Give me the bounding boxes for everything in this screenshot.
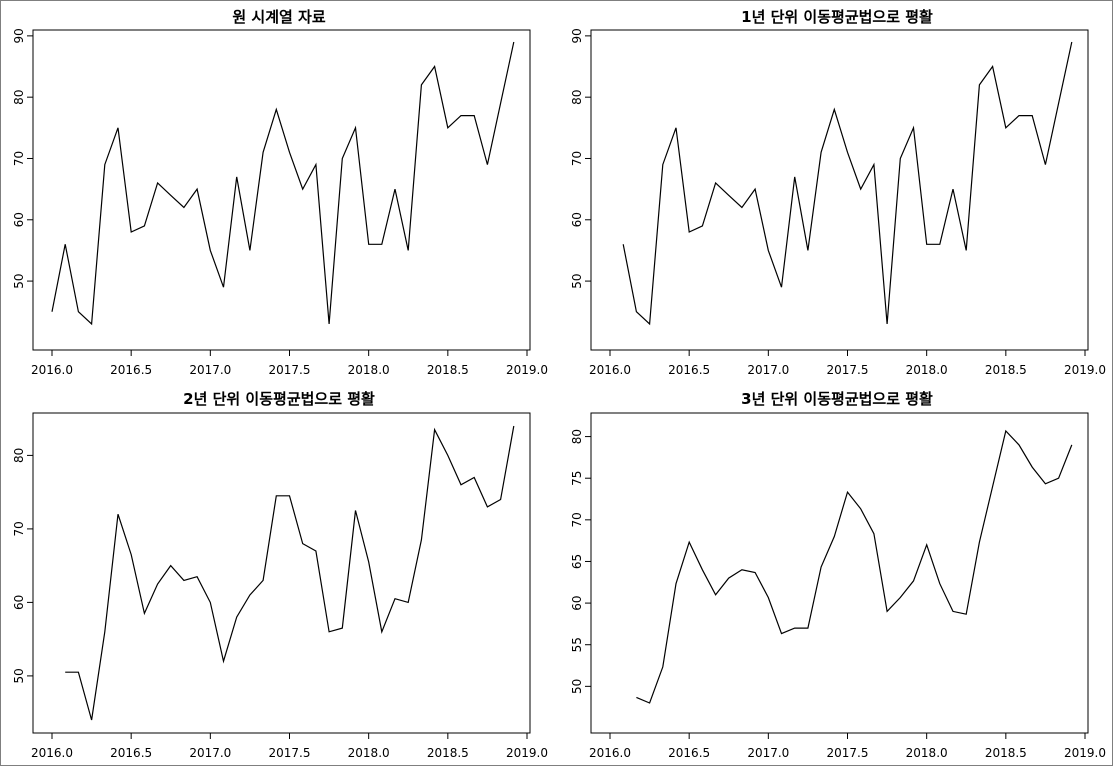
y-tick-label: 50 bbox=[570, 679, 584, 694]
y-tick-label: 90 bbox=[12, 28, 26, 43]
panel-ma-2yr: 2년 단위 이동평균법으로 평활 2016.0 2016.5 2017.0 2017.… bbox=[12, 390, 548, 760]
x-tick-label: 2018.5 bbox=[427, 363, 469, 377]
plot-box bbox=[590, 29, 1089, 351]
x-tick-label: 2019.0 bbox=[1064, 746, 1106, 760]
x-tick-label: 2017.5 bbox=[827, 746, 869, 760]
x-tick-label: 2018.0 bbox=[348, 363, 390, 377]
x-tick-label: 2019.0 bbox=[1064, 363, 1106, 377]
x-tick-label: 2017.0 bbox=[189, 363, 231, 377]
panel-original-series: 원 시계열 자료 2016.0 2016.5 2017.0 2017.5 2018.0 2… bbox=[12, 8, 548, 377]
plot-box bbox=[32, 412, 531, 734]
y-tick-label: 60 bbox=[12, 212, 26, 227]
y-tick-label: 60 bbox=[570, 212, 584, 227]
x-tick-label: 2016.0 bbox=[31, 363, 73, 377]
x-tick-label: 2016.0 bbox=[589, 363, 631, 377]
x-tick-label: 2017.0 bbox=[747, 746, 789, 760]
y-tick-label: 80 bbox=[570, 90, 584, 105]
y-tick-label: 60 bbox=[12, 595, 26, 610]
x-tick-label: 2018.0 bbox=[348, 746, 390, 760]
x-tick-label: 2016.0 bbox=[589, 746, 631, 760]
y-tick-label: 65 bbox=[570, 554, 584, 569]
y-tick-label: 50 bbox=[570, 273, 584, 288]
x-tick-label: 2016.5 bbox=[668, 746, 710, 760]
panel-ma-1yr: 1년 단위 이동평균법으로 평활 2016.0 2016.5 2017.0 2017.… bbox=[570, 8, 1106, 377]
x-tick-label: 2016.5 bbox=[668, 363, 710, 377]
x-tick-label: 2018.5 bbox=[427, 746, 469, 760]
x-tick-label: 2019.0 bbox=[506, 363, 548, 377]
y-tick-label: 50 bbox=[12, 668, 26, 683]
x-tick-label: 2018.5 bbox=[985, 746, 1027, 760]
x-tick-label: 2018.0 bbox=[906, 746, 948, 760]
y-tick-label: 60 bbox=[570, 595, 584, 610]
y-tick-label: 80 bbox=[12, 90, 26, 105]
chart-title: 원 시계열 자료 bbox=[232, 8, 325, 26]
x-tick-label: 2017.5 bbox=[827, 363, 869, 377]
x-tick-label: 2017.5 bbox=[269, 746, 311, 760]
x-tick-label: 2016.0 bbox=[31, 746, 73, 760]
y-tick-label: 50 bbox=[12, 273, 26, 288]
x-tick-label: 2018.5 bbox=[985, 363, 1027, 377]
x-tick-label: 2016.5 bbox=[110, 746, 152, 760]
series-line bbox=[51, 41, 515, 326]
x-tick-label: 2019.0 bbox=[506, 746, 548, 760]
y-tick-label: 90 bbox=[570, 28, 584, 43]
y-tick-label: 70 bbox=[570, 151, 584, 166]
chart-title: 2년 단위 이동평균법으로 평활 bbox=[183, 390, 375, 408]
y-tick-label: 70 bbox=[12, 521, 26, 536]
panel-ma-3yr: 3년 단위 이동평균법으로 평활 2016.0 2016.5 2017.0 2017.… bbox=[570, 390, 1106, 760]
plot-box bbox=[32, 29, 531, 351]
x-tick-label: 2017.5 bbox=[269, 363, 311, 377]
y-tick-label: 70 bbox=[570, 512, 584, 527]
y-tick-label: 70 bbox=[12, 151, 26, 166]
series-line bbox=[622, 41, 1073, 326]
chart-title: 3년 단위 이동평균법으로 평활 bbox=[741, 390, 933, 408]
y-tick-label: 55 bbox=[570, 637, 584, 652]
x-tick-label: 2017.0 bbox=[189, 746, 231, 760]
y-tick-label: 75 bbox=[570, 471, 584, 486]
series-line bbox=[636, 429, 1073, 704]
y-tick-label: 80 bbox=[12, 448, 26, 463]
x-tick-label: 2017.0 bbox=[747, 363, 789, 377]
plot-box bbox=[590, 412, 1089, 734]
x-tick-label: 2016.5 bbox=[110, 363, 152, 377]
y-tick-label: 80 bbox=[570, 429, 584, 444]
chart-title: 1년 단위 이동평균법으로 평활 bbox=[741, 8, 933, 26]
series-line bbox=[65, 425, 515, 721]
x-tick-label: 2018.0 bbox=[906, 363, 948, 377]
